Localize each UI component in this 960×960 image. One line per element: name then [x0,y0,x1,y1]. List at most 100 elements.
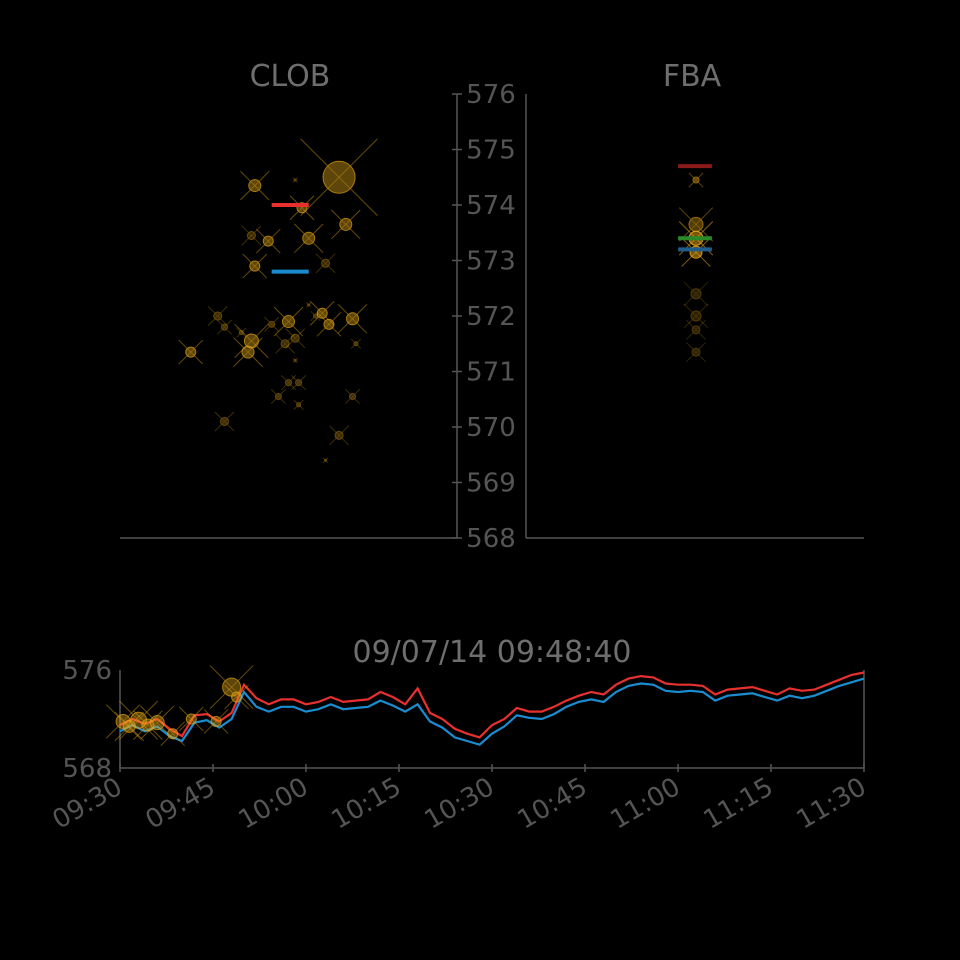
timeline-order-marker-0-cross-a [105,704,141,739]
clob-order-marker-23-cross-a [350,338,362,349]
clob-order-marker-1-dot [248,179,262,193]
clob-order-marker-7-cross-a [293,223,324,254]
timeline-order-marker-9-cross-a [224,684,249,710]
timeline-order-marker-1 [114,711,145,742]
clob-order-marker-24 [310,310,321,322]
clob-order-marker-3-cross-a [289,195,315,221]
clob-order-marker-25-cross-b [305,302,312,308]
clob-order-marker-32-cross-b [214,411,235,432]
clob-order-marker-2-dot [293,178,297,182]
center-y-tick-label-6: 570 [466,413,516,443]
timeline-series-line-1 [119,677,865,746]
clob-order-marker-0-cross-b [300,138,378,217]
fba-order-marker-4 [683,281,709,307]
timeline-order-marker-1-cross-b [114,711,145,742]
clob-order-marker-3-cross-b [289,195,315,221]
timeline-order-marker-3-cross-a [133,710,163,740]
timeline-order-marker-9 [224,684,249,710]
timeline-order-marker-7-cross-a [203,709,229,734]
clob-order-marker-21-cross-b [316,311,342,337]
center-y-tick-label-3: 573 [466,247,516,277]
timeline-order-marker-1-cross-a [114,711,145,742]
clob-order-marker-18-dot [241,345,255,359]
clob-order-marker-26-cross-a [292,357,298,364]
clob-title: CLOB [250,59,331,94]
clob-order-marker-8-dot [249,260,261,272]
fba-order-marker-6-dot [691,325,701,335]
timeline-order-marker-7 [203,709,229,734]
clob-order-marker-28-cross-b [291,375,307,391]
clob-order-marker-30-dot [296,402,302,408]
timeline-order-marker-4-dot [149,715,165,731]
clob-order-marker-14-cross-a [273,306,304,337]
center-y-tick-label-1: 575 [466,136,516,166]
clob-order-marker-10-cross-a [207,306,228,326]
clob-order-marker-29-cross-a [270,388,286,405]
clob-order-marker-24-dot [312,313,318,319]
timeline-order-marker-2-cross-a [119,700,159,740]
clob-order-marker-15-cross-b [285,328,306,349]
clob-order-marker-14-dot [282,315,295,329]
clob-order-marker-15-dot [290,333,300,343]
clob-order-marker-7 [293,223,324,254]
clob-order-marker-25-cross-a [305,302,312,308]
fba-order-marker-5-dot [690,310,702,322]
clob-order-marker-11 [216,319,233,335]
clob-order-marker-24-cross-a [310,310,321,322]
clob-order-marker-18-cross-a [233,337,263,367]
clob-order-marker-30 [293,399,304,410]
timeline-series-line-0 [119,671,865,739]
timeline-order-marker-7-cross-b [203,709,229,734]
clob-order-marker-32 [214,411,235,432]
timeline-order-marker-0-dot [115,713,131,729]
fba-order-marker-7-dot [691,347,701,357]
clob-order-marker-3 [289,195,315,221]
fba-order-marker-0-cross-a [688,172,704,188]
clob-order-marker-20-dot [316,307,328,319]
clob-order-marker-12-cross-b [236,327,247,338]
clob-order-marker-4-cross-a [331,209,361,240]
fba-order-marker-6 [686,319,706,340]
clob-order-marker-29-cross-b [270,388,286,405]
clob-order-marker-21 [316,311,342,337]
clob-order-marker-26-cross-b [292,357,298,364]
clob-order-marker-12 [236,327,247,338]
clob-order-marker-21-cross-a [316,311,342,337]
clob-plot [178,138,378,464]
timeline-x-tick-label-6: 11:00 [606,772,686,835]
timeline-order-marker-2-cross-b [119,700,159,740]
clob-order-marker-9-dot [321,258,331,268]
clob-order-marker-9-cross-a [315,253,336,274]
clob-order-marker-34-cross-a [322,457,329,464]
center-y-tick-label-4: 572 [466,302,516,332]
clob-order-marker-33-cross-a [329,425,350,446]
fba-order-marker-1-cross-a [678,207,714,242]
clob-order-marker-31 [344,388,361,405]
fba-order-marker-1-dot [688,216,704,232]
timeline-order-marker-1-dot [122,719,136,733]
fba-order-marker-7-cross-b [686,342,706,363]
fba-order-marker-1-cross-b [678,207,714,242]
clob-order-marker-15-cross-a [285,328,306,349]
clob-order-marker-7-cross-b [293,223,324,254]
clob-order-marker-19-dot [185,346,197,358]
fba-order-marker-7-cross-a [686,342,706,363]
clob-order-marker-31-dot [349,392,357,400]
clob-order-marker-6-dot [262,235,274,247]
clob-order-marker-5 [241,225,262,246]
clob-order-marker-21-dot [323,318,335,330]
clob-order-marker-4-dot [339,217,353,231]
clob-order-marker-31-cross-b [344,388,361,405]
clob-order-marker-34 [322,457,329,464]
clob-order-marker-13-cross-a [264,316,280,332]
timeline-order-marker-6-cross-b [178,706,204,732]
clob-order-marker-2 [292,177,298,183]
timeline-order-marker-0 [105,704,141,739]
fba-order-marker-0-dot [692,176,700,184]
timeline-order-marker-5 [160,721,186,747]
fba-order-marker-6-cross-a [686,319,706,340]
timeline-order-marker-7-dot [210,715,222,727]
timeline-y-tick-label-1: 568 [62,754,112,784]
timeline-order-marker-2-dot [130,711,148,729]
